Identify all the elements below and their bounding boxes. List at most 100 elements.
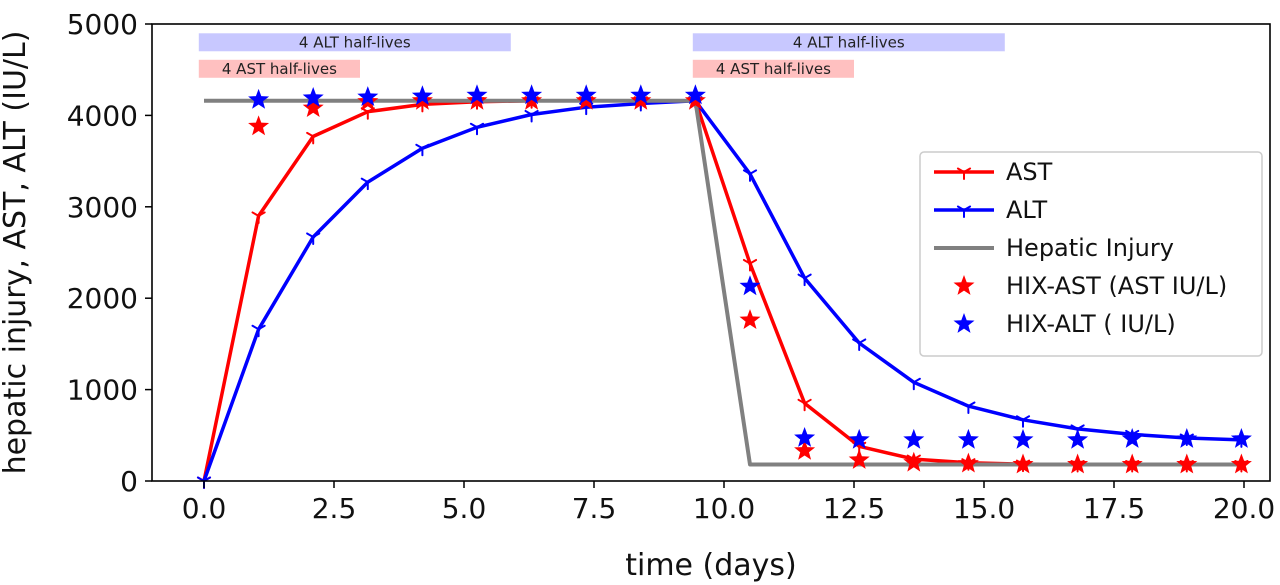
half-life-band-0: 4 ALT half-lives bbox=[198, 33, 511, 52]
data-point bbox=[742, 258, 758, 272]
data-point bbox=[469, 122, 485, 136]
data-point bbox=[1230, 428, 1252, 448]
data-point bbox=[794, 439, 816, 460]
data-point bbox=[848, 449, 870, 469]
legend-box bbox=[919, 151, 1263, 357]
x-tick-label: 15.0 bbox=[953, 492, 1015, 525]
data-point bbox=[251, 211, 266, 224]
legend-swatch bbox=[953, 275, 975, 295]
legend-item-ast: AST bbox=[934, 158, 1053, 186]
series-hix-alt-iu-l bbox=[248, 84, 1252, 449]
x-tick-label: 0.0 bbox=[182, 492, 227, 525]
data-point bbox=[575, 84, 597, 105]
legend-item-alt: ALT bbox=[934, 196, 1047, 224]
band-label: 4 AST half-lives bbox=[716, 60, 831, 78]
data-point bbox=[306, 232, 321, 245]
band-bar bbox=[692, 59, 854, 78]
data-point bbox=[1015, 415, 1031, 428]
data-point bbox=[906, 377, 921, 391]
half-life-band-3: 4 AST half-lives bbox=[692, 59, 854, 78]
data-point bbox=[1067, 453, 1089, 474]
legend-label: ALT bbox=[1006, 196, 1047, 224]
plot-frame bbox=[151, 23, 1271, 482]
y-axis-label: hepatic injury, AST, ALT (IU/L) bbox=[0, 31, 33, 475]
data-point bbox=[848, 428, 870, 449]
data-point bbox=[1012, 453, 1034, 474]
y-tick-label: 4000 bbox=[67, 99, 138, 132]
data-point bbox=[903, 428, 925, 449]
y-tick-label: 5000 bbox=[67, 8, 138, 41]
legend-label: Hepatic Injury bbox=[1006, 234, 1174, 262]
data-point bbox=[411, 85, 433, 106]
data-point bbox=[524, 109, 539, 123]
x-tick-label: 5.0 bbox=[442, 492, 487, 525]
data-point bbox=[797, 398, 812, 412]
x-tick-label: 17.5 bbox=[1083, 492, 1145, 525]
data-point bbox=[1121, 453, 1143, 474]
x-tick-label: 10.0 bbox=[693, 492, 755, 525]
legend-item-hix-ast-ast-iu-l: HIX-AST (AST IU/L) bbox=[953, 272, 1227, 300]
series-line bbox=[204, 98, 1242, 467]
data-point bbox=[739, 309, 761, 329]
series-hepatic-injury bbox=[204, 98, 1242, 467]
data-point bbox=[466, 84, 488, 105]
x-tick-label: 7.5 bbox=[572, 492, 617, 525]
data-point bbox=[1176, 453, 1198, 474]
data-point bbox=[957, 452, 979, 473]
y-tick-label: 2000 bbox=[67, 282, 138, 315]
data-point bbox=[1176, 428, 1198, 448]
legend-marker bbox=[956, 205, 972, 218]
legend-marker bbox=[956, 167, 972, 180]
legend-item-hix-alt-iu-l: HIX-ALT ( IU/L) bbox=[953, 310, 1176, 338]
band-bar bbox=[692, 33, 1005, 52]
data-point bbox=[1012, 428, 1034, 449]
data-point bbox=[306, 131, 321, 145]
data-point bbox=[1230, 453, 1252, 474]
legend-label: HIX-AST (AST IU/L) bbox=[1006, 272, 1227, 300]
data-point bbox=[742, 169, 758, 182]
legend-label: HIX-ALT ( IU/L) bbox=[1006, 310, 1176, 338]
data-point bbox=[302, 97, 324, 117]
band-label: 4 ALT half-lives bbox=[793, 33, 905, 51]
legend-label: AST bbox=[1006, 158, 1053, 186]
x-tick-label: 12.5 bbox=[823, 492, 885, 525]
half-life-band-2: 4 ALT half-lives bbox=[692, 33, 1005, 52]
data-point bbox=[521, 84, 543, 105]
x-axis-label: time (days) bbox=[625, 548, 797, 583]
y-tick-label: 3000 bbox=[67, 191, 138, 224]
half-life-band-1: 4 AST half-lives bbox=[198, 59, 360, 78]
x-tick-label: 20.0 bbox=[1213, 492, 1275, 525]
data-point bbox=[357, 86, 379, 106]
data-point bbox=[630, 84, 652, 105]
data-point bbox=[852, 338, 867, 351]
band-label: 4 AST half-lives bbox=[222, 60, 337, 78]
data-point bbox=[360, 177, 375, 191]
data-point bbox=[302, 87, 324, 107]
axis-ticks: 0.0 2.5 5.0 7.5 10.0 12.5 15.0 17.5 20.0 0 1000 200… bbox=[67, 8, 1275, 525]
data-point bbox=[1067, 428, 1089, 449]
legend-swatch bbox=[953, 313, 975, 333]
data-point bbox=[1121, 428, 1143, 448]
data-point bbox=[797, 273, 812, 287]
data-point bbox=[957, 428, 979, 449]
legend: AST ALT Hepatic Injury HIX-AST (AST IU/L) HI… bbox=[919, 151, 1263, 357]
band-bar bbox=[198, 59, 360, 78]
data-point bbox=[248, 88, 270, 109]
data-point bbox=[251, 324, 266, 338]
y-tick-label: 0 bbox=[120, 465, 138, 498]
data-point bbox=[739, 275, 761, 296]
y-tick-label: 1000 bbox=[67, 374, 138, 407]
data-point bbox=[415, 143, 430, 157]
band-bar bbox=[198, 33, 511, 52]
series-line bbox=[202, 99, 1242, 482]
annotation-bands: 4 ALT half-lives 4 AST half-lives 4 ALT ha… bbox=[198, 33, 1005, 78]
data-point bbox=[794, 427, 816, 447]
data-point bbox=[248, 115, 270, 136]
band-label: 4 ALT half-lives bbox=[299, 33, 411, 51]
x-tick-label: 2.5 bbox=[312, 492, 357, 525]
data-point bbox=[903, 451, 925, 472]
data-point bbox=[684, 84, 706, 105]
legend-item-hepatic-injury: Hepatic Injury bbox=[934, 234, 1174, 262]
data-point bbox=[961, 401, 976, 415]
